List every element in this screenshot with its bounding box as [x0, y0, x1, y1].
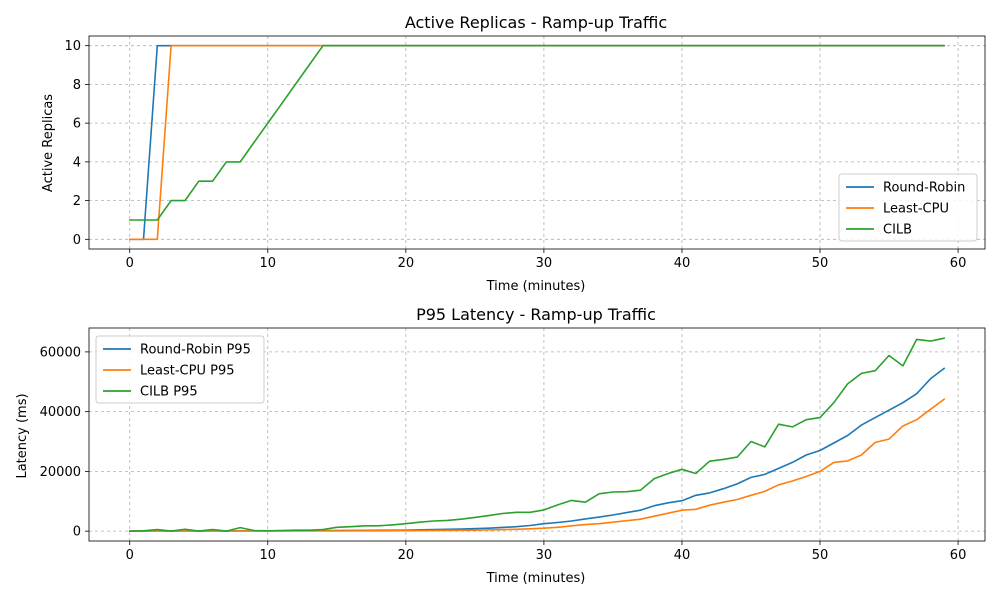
legend-label: Least-CPU P95 [140, 364, 235, 379]
chart-title: Active Replicas - Ramp-up Traffic [405, 13, 667, 32]
y-axis-label: Latency (ms) [15, 393, 30, 478]
x-tick-label: 50 [812, 256, 829, 271]
legend-box [95, 335, 265, 404]
legend-label: Round-Robin [883, 181, 965, 196]
chart-title: P95 Latency - Ramp-up Traffic [416, 305, 656, 324]
series-line [128, 367, 946, 532]
latency-chart: P95 Latency - Ramp-up Traffic Time (minu… [15, 305, 986, 586]
x-tick-label: 20 [398, 256, 415, 271]
legend-label: Least-CPU [883, 202, 949, 217]
x-axis-label: Time (minutes) [486, 571, 586, 586]
legend: Round-Robin Least-CPU CILB [838, 173, 978, 242]
y-axis-label: Active Replicas [41, 94, 56, 192]
series-lines [128, 337, 946, 532]
legend-label: CILB [883, 223, 912, 238]
y-tick-label: 8 [73, 78, 81, 93]
y-tick-label: 2 [73, 194, 81, 209]
x-axis-label: Time (minutes) [486, 279, 586, 294]
series-line [128, 44, 946, 221]
legend-label: Round-Robin P95 [140, 343, 251, 358]
legend-label: CILB P95 [140, 385, 198, 400]
series-line [128, 44, 946, 241]
x-tick-label: 30 [536, 548, 553, 563]
grid [89, 328, 985, 541]
y-tick-label: 10 [64, 39, 81, 54]
x-tick-label: 60 [950, 256, 967, 271]
y-tick-label: 4 [73, 155, 81, 170]
y-tick-label: 0 [73, 233, 81, 248]
series-line [128, 337, 946, 532]
x-tick-label: 0 [126, 548, 134, 563]
plot-frame [88, 35, 986, 250]
series-lines [128, 44, 946, 241]
series-line [128, 44, 946, 241]
x-tick-label: 60 [950, 548, 967, 563]
x-tick-label: 30 [536, 256, 553, 271]
y-tick-label: 60000 [40, 345, 81, 360]
series-line [128, 398, 946, 532]
x-tick-label: 50 [812, 548, 829, 563]
plot-frame [88, 327, 986, 542]
legend: Round-Robin P95 Least-CPU P95 CILB P95 [95, 335, 265, 404]
y-tick-label: 6 [73, 117, 81, 132]
x-tick-label: 40 [674, 256, 691, 271]
x-tick-label: 0 [126, 256, 134, 271]
x-tick-label: 10 [260, 548, 277, 563]
y-tick-label: 20000 [40, 465, 81, 480]
y-tick-label: 40000 [40, 405, 81, 420]
axis-ticks: 0 10 20 30 40 50 60 0 2 4 6 8 10 [64, 39, 966, 271]
x-tick-label: 40 [674, 548, 691, 563]
x-tick-label: 10 [260, 256, 277, 271]
axis-ticks: 0 10 20 30 40 50 60 0 20000 40000 60000 [40, 345, 967, 563]
legend-box [838, 173, 978, 242]
x-tick-label: 20 [398, 548, 415, 563]
y-tick-label: 0 [73, 525, 81, 540]
replicas-chart: Active Replicas - Ramp-up Traffic Time (… [41, 13, 986, 294]
